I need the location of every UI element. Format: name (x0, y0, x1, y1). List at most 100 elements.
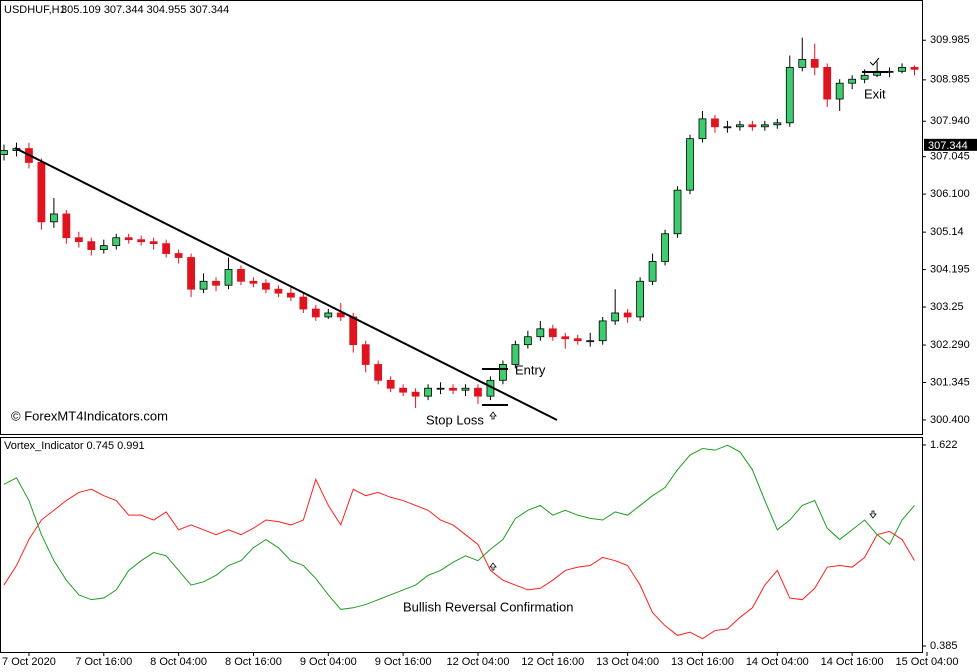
candle-body (212, 280, 220, 286)
y-tick-label: 308.985 (930, 74, 970, 86)
candle-body (374, 364, 383, 381)
x-tick-label: 8 Oct 04:00 (150, 656, 207, 668)
candle-body (673, 189, 682, 235)
candle-body (698, 118, 707, 140)
x-tick-label: 13 Oct 04:00 (596, 656, 659, 668)
entry-label: Entry (515, 362, 546, 377)
candle-body (0, 150, 8, 155)
x-tick-label: 12 Oct 04:00 (446, 656, 509, 668)
y-tick-label: 306.100 (930, 188, 970, 200)
candle-body (187, 257, 195, 290)
ohlc-readout: 305.109 307.344 304.955 307.344 (61, 4, 229, 16)
exit-label: Exit (864, 86, 886, 101)
y-tick-label: 307.940 (930, 115, 970, 127)
y-tick-label: 0.385 (930, 640, 958, 652)
x-tick-label: 14 Oct 16:00 (821, 656, 884, 668)
vortex-line (3, 478, 915, 640)
candle-body (561, 336, 570, 340)
candle-body (436, 387, 445, 390)
candle-body (74, 237, 83, 243)
stop-arrow (489, 411, 497, 420)
candle-body (748, 124, 757, 128)
candle-body (848, 78, 857, 84)
candle-body (623, 312, 632, 318)
candle-body (286, 292, 295, 298)
candle-body (112, 237, 121, 247)
candle-body (536, 328, 545, 338)
candle-body (661, 233, 669, 262)
candle-body (611, 312, 620, 322)
candle-body (274, 288, 283, 294)
candle-body (735, 124, 744, 128)
candle-body (249, 280, 258, 284)
x-tick-label: 7 Oct 2020 (2, 656, 56, 668)
last-price-label: 307.344 (928, 140, 968, 152)
y-tick-label: 303.25 (930, 301, 964, 313)
candle-body (461, 387, 470, 391)
candle-body (411, 391, 420, 397)
candle-body (37, 162, 46, 223)
candle-body (324, 312, 333, 318)
candle-body (137, 239, 146, 243)
candle-body (773, 122, 782, 126)
candle-body (723, 126, 732, 129)
x-tick-label: 8 Oct 16:00 (225, 656, 282, 668)
y-tick-label: 301.345 (930, 376, 970, 388)
candle-body (573, 338, 582, 342)
vortex-line (3, 444, 915, 610)
y-tick-label: 309.985 (930, 34, 970, 46)
x-tick-label: 15 Oct 04:00 (895, 656, 958, 668)
candle-body (149, 241, 158, 245)
y-tick-label: 305.14 (930, 226, 964, 238)
x-tick-label: 7 Oct 16:00 (75, 656, 132, 668)
y-tick-label: 302.290 (930, 339, 970, 351)
candle-body (262, 282, 270, 290)
candle-body (474, 387, 482, 397)
candle-body (648, 261, 657, 282)
candle-body (99, 245, 108, 250)
x-tick-label: 14 Oct 04:00 (746, 656, 809, 668)
candle-body (636, 280, 645, 318)
exit-check (869, 57, 880, 66)
candle-body (823, 66, 832, 100)
y-tick-label: 300.400 (930, 414, 970, 426)
x-tick-label: 9 Oct 04:00 (300, 656, 357, 668)
x-tick-label: 9 Oct 16:00 (375, 656, 432, 668)
candle-body (711, 118, 719, 128)
candle-body (835, 82, 844, 100)
candle-body (586, 340, 595, 343)
candle-body (760, 124, 769, 128)
y-tick-label: 1.622 (930, 439, 958, 451)
candle-body (174, 253, 183, 258)
x-tick-label: 13 Oct 16:00 (671, 656, 734, 668)
price-layer: 307.344 (0, 37, 977, 409)
y-tick-label: 304.195 (930, 263, 970, 275)
watermark: © ForexMT4Indicators.com (11, 408, 168, 423)
candle-body (386, 379, 395, 389)
candle-body (898, 66, 906, 72)
candle-body (910, 66, 919, 70)
indicator-layer (3, 444, 915, 640)
last-price-box (924, 138, 977, 151)
candle-body (399, 387, 408, 393)
x-tick-label: 12 Oct 16:00 (521, 656, 584, 668)
indicator-panel (0, 437, 923, 653)
candle-body (49, 213, 58, 223)
candle-body (686, 138, 694, 191)
candle-body (511, 344, 520, 365)
candle-body (311, 308, 320, 318)
candle-body (598, 320, 607, 342)
candle-body (449, 387, 457, 391)
candle-body (810, 59, 819, 68)
y-tick-label: 307.045 (930, 151, 970, 163)
symbol: USDHUF,H1 (4, 4, 66, 16)
candle-body (336, 312, 345, 318)
candle-body (237, 268, 245, 282)
candle-body (424, 387, 432, 397)
candle-body (361, 344, 370, 365)
candle-body (199, 280, 208, 290)
indicator-title: Vortex_Indicator 0.745 0.991 (4, 440, 145, 452)
candle-body (62, 213, 71, 239)
candle-body (798, 59, 807, 68)
